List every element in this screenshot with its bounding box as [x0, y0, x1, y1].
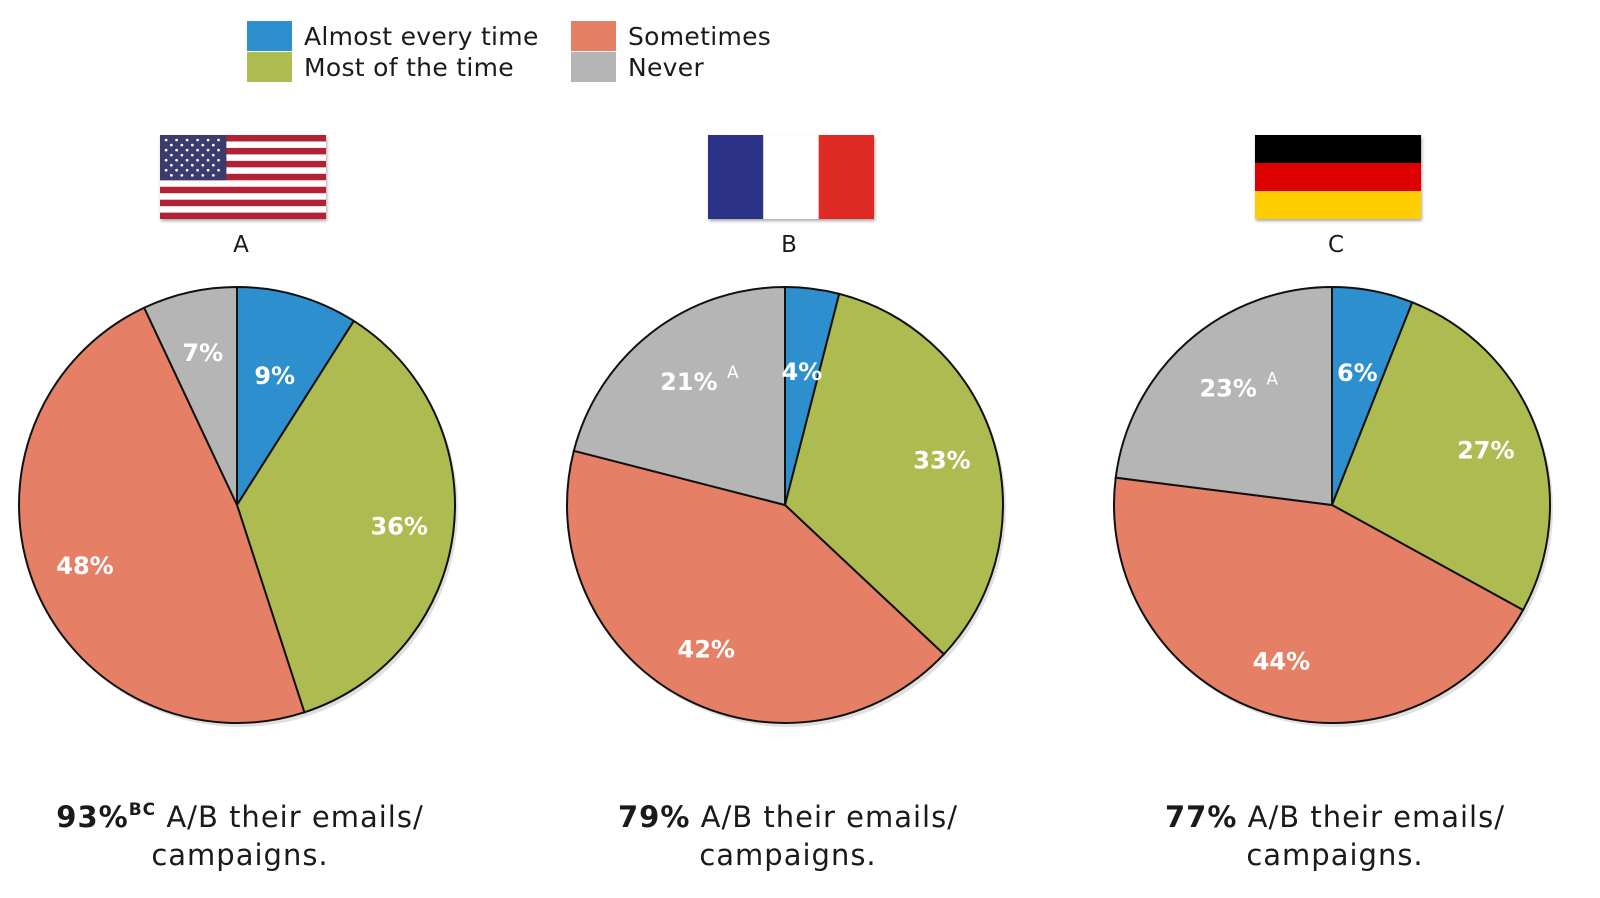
legend-item-sometimes: Sometimes: [571, 20, 771, 52]
pie-slice-never: [1114, 285, 1333, 507]
chart-legend: Almost every time Most of the time Somet…: [0, 0, 1600, 100]
slice-label-almost-every-time: 9%: [254, 362, 295, 390]
legend-swatch-sometimes: [571, 21, 616, 51]
pie-slice-sometimes: [566, 449, 946, 724]
pie-slice-most-of-the-time: [783, 292, 1004, 656]
slice-label-never: 7%: [182, 339, 223, 367]
pie-chart-a: 9% 36% 48% 7%: [18, 285, 458, 727]
caption-b: 79% A/B their emails/ campaigns.: [518, 798, 1058, 874]
us-flag-icon: [160, 135, 326, 219]
pie-slice-never: [572, 285, 786, 507]
caption-b-text: A/B their emails/: [690, 800, 958, 834]
panel-letter-a: A: [233, 232, 249, 258]
pie-slice-sometimes: [1113, 476, 1525, 724]
caption-a-text: A/B their emails/: [156, 800, 424, 834]
caption-c-text: A/B their emails/: [1237, 800, 1505, 834]
legend-label-almost-every-time: Almost every time: [304, 21, 539, 51]
caption-a-text-line2: campaigns.: [151, 838, 329, 872]
legend-swatch-almost-every-time: [247, 21, 292, 51]
slice-label-never: 21%: [660, 368, 717, 396]
slice-label-never: 23%: [1199, 374, 1256, 402]
panel-letter-b: B: [781, 232, 797, 258]
slice-label-most-of-the-time: 36%: [370, 512, 427, 540]
pie-slice-most-of-the-time: [235, 319, 456, 714]
pie-slice-never: [142, 285, 238, 506]
panel-b: B 4% 33% 42% 21% A 79% A/B their emails/ cam…: [548, 0, 1088, 898]
slice-label-almost-every-time: 6%: [1337, 359, 1378, 387]
panel-letter-c: C: [1327, 232, 1345, 258]
slice-label-most-of-the-time: 27%: [1457, 437, 1514, 465]
caption-c-percent: 77%: [1164, 800, 1238, 834]
panel-c: C 6% 27% 44% 23% A 77% A/B their emails/ cam…: [1095, 0, 1600, 898]
legend-item-almost-every-time: Almost every time: [247, 20, 539, 52]
france-flag-icon: [708, 135, 874, 219]
legend-label-most-of-the-time: Most of the time: [304, 52, 514, 82]
slice-superscript-never: A: [1266, 369, 1278, 389]
legend-item-never: Never: [571, 51, 704, 83]
slice-superscript-never: A: [727, 363, 739, 383]
caption-c: 77% A/B their emails/ campaigns.: [1065, 798, 1600, 874]
caption-a: 93%BC A/B their emails/ campaigns.: [0, 798, 510, 874]
pie-slice-most-of-the-time: [1330, 301, 1551, 612]
caption-b-text-line2: campaigns.: [699, 838, 877, 872]
caption-c-text-line2: campaigns.: [1246, 838, 1424, 872]
slice-label-sometimes: 42%: [678, 635, 735, 663]
slice-label-almost-every-time: 4%: [782, 358, 823, 386]
legend-item-most-of-the-time: Most of the time: [247, 51, 514, 83]
panel-a: A 9% 36% 48% 7% 93%BC A/B their emails/ cam…: [0, 0, 540, 898]
slice-label-sometimes: 44%: [1253, 647, 1310, 675]
caption-a-percent: 93%: [56, 800, 129, 834]
pie-slice-sometimes: [18, 306, 306, 724]
pie-slice-almost-every-time: [236, 285, 356, 509]
legend-label-sometimes: Sometimes: [628, 21, 772, 51]
pie-chart-b: 4% 33% 42% 21% A: [566, 285, 1006, 727]
pie-chart-c: 6% 27% 44% 23% A: [1113, 285, 1553, 727]
legend-swatch-never: [571, 52, 616, 82]
caption-b-percent: 79%: [617, 800, 691, 834]
legend-label-never: Never: [628, 52, 705, 82]
slice-label-sometimes: 48%: [56, 552, 113, 580]
caption-a-superscript: BC: [128, 800, 157, 820]
slice-label-most-of-the-time: 33%: [913, 446, 970, 474]
germany-flag-icon: [1255, 135, 1421, 219]
legend-swatch-most-of-the-time: [247, 52, 292, 82]
